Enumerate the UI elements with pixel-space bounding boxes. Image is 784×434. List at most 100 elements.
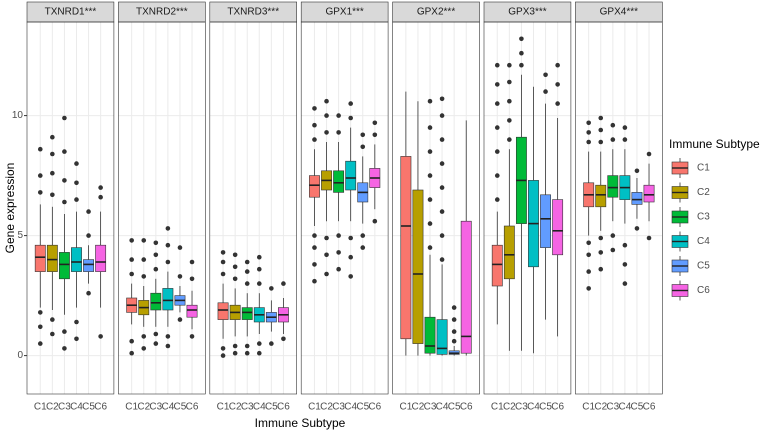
x-axis-title: Immune Subtype xyxy=(255,416,346,430)
outlier xyxy=(165,226,171,231)
y-tick-label: 5 xyxy=(17,230,23,241)
outlier xyxy=(610,247,616,253)
legend-label: C3 xyxy=(697,212,710,223)
x-tick-label: C3 xyxy=(515,402,528,413)
outlier xyxy=(37,310,43,315)
outlier xyxy=(37,146,43,152)
outlier xyxy=(74,161,79,166)
outlier xyxy=(62,115,67,121)
outlier xyxy=(586,269,591,274)
outlier xyxy=(494,62,500,68)
x-tick-label: C1 xyxy=(34,402,47,413)
outlier xyxy=(324,235,329,241)
outlier xyxy=(586,286,591,291)
x-tick-label: C1 xyxy=(125,402,138,413)
outlier xyxy=(50,331,55,337)
outlier xyxy=(324,271,329,277)
outlier xyxy=(360,245,366,250)
strip-label: TXNRD2*** xyxy=(136,7,188,18)
x-tick-label: C6 xyxy=(186,402,199,413)
outlier xyxy=(232,276,238,282)
outlier xyxy=(74,336,79,342)
outlier xyxy=(312,245,317,250)
x-tick-label: C6 xyxy=(643,402,656,413)
y-tick-label: 0 xyxy=(17,350,23,361)
outlier xyxy=(269,341,274,346)
outlier xyxy=(598,250,604,255)
outlier xyxy=(153,252,159,258)
outlier xyxy=(348,101,353,106)
outlier xyxy=(555,101,560,106)
outlier xyxy=(439,233,445,238)
outlier xyxy=(37,190,43,195)
x-tick-label: C4 xyxy=(344,402,357,413)
box xyxy=(595,184,607,208)
outlier xyxy=(598,127,604,133)
outlier xyxy=(244,269,250,274)
x-tick-label: C5 xyxy=(631,402,644,413)
strip-label: TXNRD3*** xyxy=(227,7,279,18)
x-tick-label: C5 xyxy=(539,402,552,413)
box xyxy=(345,160,357,191)
x-tick-label: C3 xyxy=(424,402,437,413)
outlier xyxy=(494,173,500,178)
outlier xyxy=(244,259,250,265)
outlier xyxy=(129,238,134,243)
box xyxy=(400,156,412,340)
outlier xyxy=(348,115,353,121)
outlier xyxy=(312,233,317,238)
outlier xyxy=(507,118,512,123)
box xyxy=(436,319,448,355)
x-tick-label: C2 xyxy=(320,402,333,413)
panel-border xyxy=(392,21,480,395)
outlier xyxy=(507,62,512,68)
outlier xyxy=(451,305,457,310)
outlier xyxy=(622,281,628,286)
box xyxy=(412,189,424,344)
y-tick-label: 10 xyxy=(12,110,24,121)
outlier xyxy=(312,137,317,142)
outlier xyxy=(129,350,134,356)
outlier xyxy=(494,82,500,87)
legend-label: C5 xyxy=(697,261,710,272)
outlier xyxy=(165,334,171,339)
x-tick-label: C1 xyxy=(491,402,504,413)
x-tick-label: C3 xyxy=(241,402,254,413)
outlier xyxy=(37,341,43,346)
outlier xyxy=(494,149,500,154)
box xyxy=(309,175,320,198)
outlier xyxy=(129,338,134,344)
x-tick-label: C3 xyxy=(332,402,345,413)
outlier xyxy=(220,346,226,351)
outlier xyxy=(427,149,433,154)
outlier xyxy=(165,242,171,248)
outlier xyxy=(451,317,457,322)
x-tick-label: C3 xyxy=(606,402,619,413)
box xyxy=(540,194,551,248)
outlier xyxy=(244,350,250,356)
outlier xyxy=(451,338,457,344)
x-tick-label: C2 xyxy=(594,402,607,413)
outlier xyxy=(555,62,560,68)
box xyxy=(58,252,70,280)
outlier xyxy=(360,132,366,138)
box xyxy=(643,184,655,203)
outlier xyxy=(177,245,183,250)
outlier xyxy=(62,329,67,334)
outlier xyxy=(281,336,286,342)
outlier xyxy=(98,194,103,200)
x-tick-label: C4 xyxy=(161,402,174,413)
x-tick-label: C5 xyxy=(82,402,95,413)
x-tick-label: C4 xyxy=(527,402,540,413)
outlier xyxy=(543,72,548,78)
panel xyxy=(575,22,663,394)
outlier xyxy=(622,262,628,267)
outlier xyxy=(586,252,591,258)
outlier xyxy=(256,266,262,272)
outlier xyxy=(232,252,238,258)
outlier xyxy=(86,290,91,296)
outlier xyxy=(232,264,238,270)
outlier xyxy=(312,262,317,267)
outlier xyxy=(622,137,628,142)
outlier xyxy=(586,120,591,126)
